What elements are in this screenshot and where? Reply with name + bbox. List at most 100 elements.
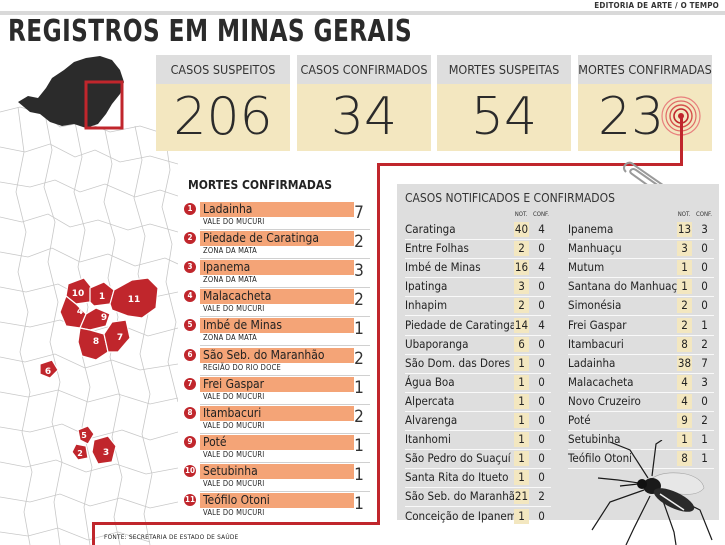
connector-line (92, 522, 95, 545)
source-note: FONTE: SECRETARIA DE ESTADO DE SAÚDE (104, 533, 239, 541)
case-city: Itambacuri (568, 337, 624, 351)
page-title: REGISTROS EM MINAS GERAIS (8, 14, 413, 49)
case-row: São Seb. do Maranhão 21 2 (405, 488, 551, 505)
case-row: Ubaporanga 6 0 (405, 336, 551, 353)
death-city: Poté (200, 435, 354, 450)
row-divider (200, 491, 370, 492)
death-number-badge: 10 (184, 465, 196, 477)
case-city: São Seb. do Maranhão (405, 489, 522, 503)
case-notified: 1 (514, 356, 529, 371)
map-label: 5 (81, 431, 87, 440)
row-divider (568, 411, 714, 412)
case-notified: 13 (677, 222, 692, 237)
case-notified: 6 (514, 337, 529, 352)
death-row: 11 Teófilo Otoni VALE DO MUCURI 1 (184, 493, 374, 519)
case-notified: 3 (514, 279, 529, 294)
row-divider (200, 404, 370, 405)
stat-label: MORTES SUSPEITAS (437, 55, 571, 84)
death-city: Teófilo Otoni (200, 493, 354, 508)
death-row: 4 Malacacheta VALE DO MUCURI 2 (184, 289, 374, 315)
stat-confirmed-deaths: MORTES CONFIRMADAS 23 (578, 55, 712, 151)
case-row: Caratinga 40 4 (405, 221, 551, 238)
case-row: Ipatinga 3 0 (405, 278, 551, 295)
case-city: Itanhomi (405, 432, 451, 446)
case-row: Itanhomi 1 0 (405, 431, 551, 448)
case-city: Piedade de Caratinga (405, 318, 517, 332)
case-row: Novo Cruzeiro 4 0 (568, 393, 714, 410)
row-divider (568, 258, 714, 259)
case-row: Alvarenga 1 0 (405, 412, 551, 429)
case-notified: 16 (514, 260, 529, 275)
death-region: VALE DO MUCURI (203, 304, 265, 313)
case-notified: 1 (514, 509, 529, 524)
case-notified: 1 (514, 470, 529, 485)
case-confirmed: 0 (538, 451, 545, 465)
case-confirmed: 0 (538, 394, 545, 408)
map-label: 4 (77, 307, 83, 317)
death-number-badge: 9 (184, 436, 196, 448)
death-region: ZONA DA MATA (203, 275, 257, 284)
row-divider (405, 449, 551, 450)
connector-line (680, 116, 683, 166)
credit-text: EDITORIA DE ARTE / O TEMPO (594, 1, 719, 10)
case-confirmed: 1 (701, 451, 708, 465)
death-number-badge: 5 (184, 319, 196, 331)
case-confirmed: 2 (701, 337, 708, 351)
death-count: 2 (354, 232, 364, 252)
case-row: Frei Gaspar 2 1 (568, 317, 714, 334)
case-row: Itambacuri 8 2 (568, 336, 714, 353)
stat-value: 34 (297, 84, 431, 151)
death-row: 10 Setubinha VALE DO MUCURI 1 (184, 464, 374, 490)
case-row: Manhuaçu 3 0 (568, 240, 714, 257)
case-city: Ladainha (568, 356, 616, 370)
row-divider (405, 373, 551, 374)
death-row: 3 Ipanema ZONA DA MATA 3 (184, 260, 374, 286)
case-confirmed: 0 (701, 260, 708, 274)
row-divider (568, 449, 714, 450)
stat-suspected-cases: CASOS SUSPEITOS 206 (156, 55, 290, 151)
map-label: 1 (99, 292, 105, 302)
case-notified: 40 (514, 222, 529, 237)
row-divider (405, 468, 551, 469)
row-divider (568, 354, 714, 355)
case-row: Imbé de Minas 16 4 (405, 259, 551, 276)
case-confirmed: 0 (538, 241, 545, 255)
case-notified: 3 (677, 241, 692, 256)
row-divider (568, 392, 714, 393)
case-row: Teófilo Otoni 8 1 (568, 450, 714, 467)
case-confirmed: 0 (538, 375, 545, 389)
death-row: 8 Itambacuri VALE DO MUCURI 2 (184, 406, 374, 432)
case-confirmed: 0 (538, 413, 545, 427)
map-label: 10 (72, 289, 85, 299)
death-count: 1 (354, 378, 364, 398)
case-city: Santa Rita do Itueto (405, 470, 509, 484)
case-city: Caratinga (405, 222, 456, 236)
case-notified: 2 (514, 241, 529, 256)
case-city: Malacacheta (568, 375, 634, 389)
case-city: Alvarenga (405, 413, 458, 427)
col-head-conf: CONF. (696, 211, 712, 218)
map-label: 7 (117, 333, 123, 343)
case-city: Setubinha (568, 432, 621, 446)
case-row: Piedade de Caratinga 14 4 (405, 317, 551, 334)
death-count: 3 (354, 261, 364, 281)
connector-line (92, 522, 380, 525)
panel-title: CASOS NOTIFICADOS E CONFIRMADOS (405, 191, 615, 205)
row-divider (200, 316, 370, 317)
death-count: 1 (354, 465, 364, 485)
row-divider (405, 296, 551, 297)
case-city: Ubaporanga (405, 337, 469, 351)
case-notified: 1 (677, 260, 692, 275)
row-divider (200, 345, 370, 346)
death-region: REGIÃO DO RIO DOCE (203, 363, 281, 372)
col-head-conf: CONF. (533, 211, 549, 218)
case-notified: 1 (514, 394, 529, 409)
col-head-not: NOT. (514, 211, 528, 218)
case-confirmed: 0 (538, 432, 545, 446)
case-row: Santana do Manhuaçu 1 0 (568, 278, 714, 295)
death-city: Ipanema (200, 260, 354, 275)
case-row: Poté 9 2 (568, 412, 714, 429)
col-head-not: NOT. (677, 211, 691, 218)
case-confirmed: 7 (701, 356, 708, 370)
death-number-badge: 1 (184, 203, 196, 215)
